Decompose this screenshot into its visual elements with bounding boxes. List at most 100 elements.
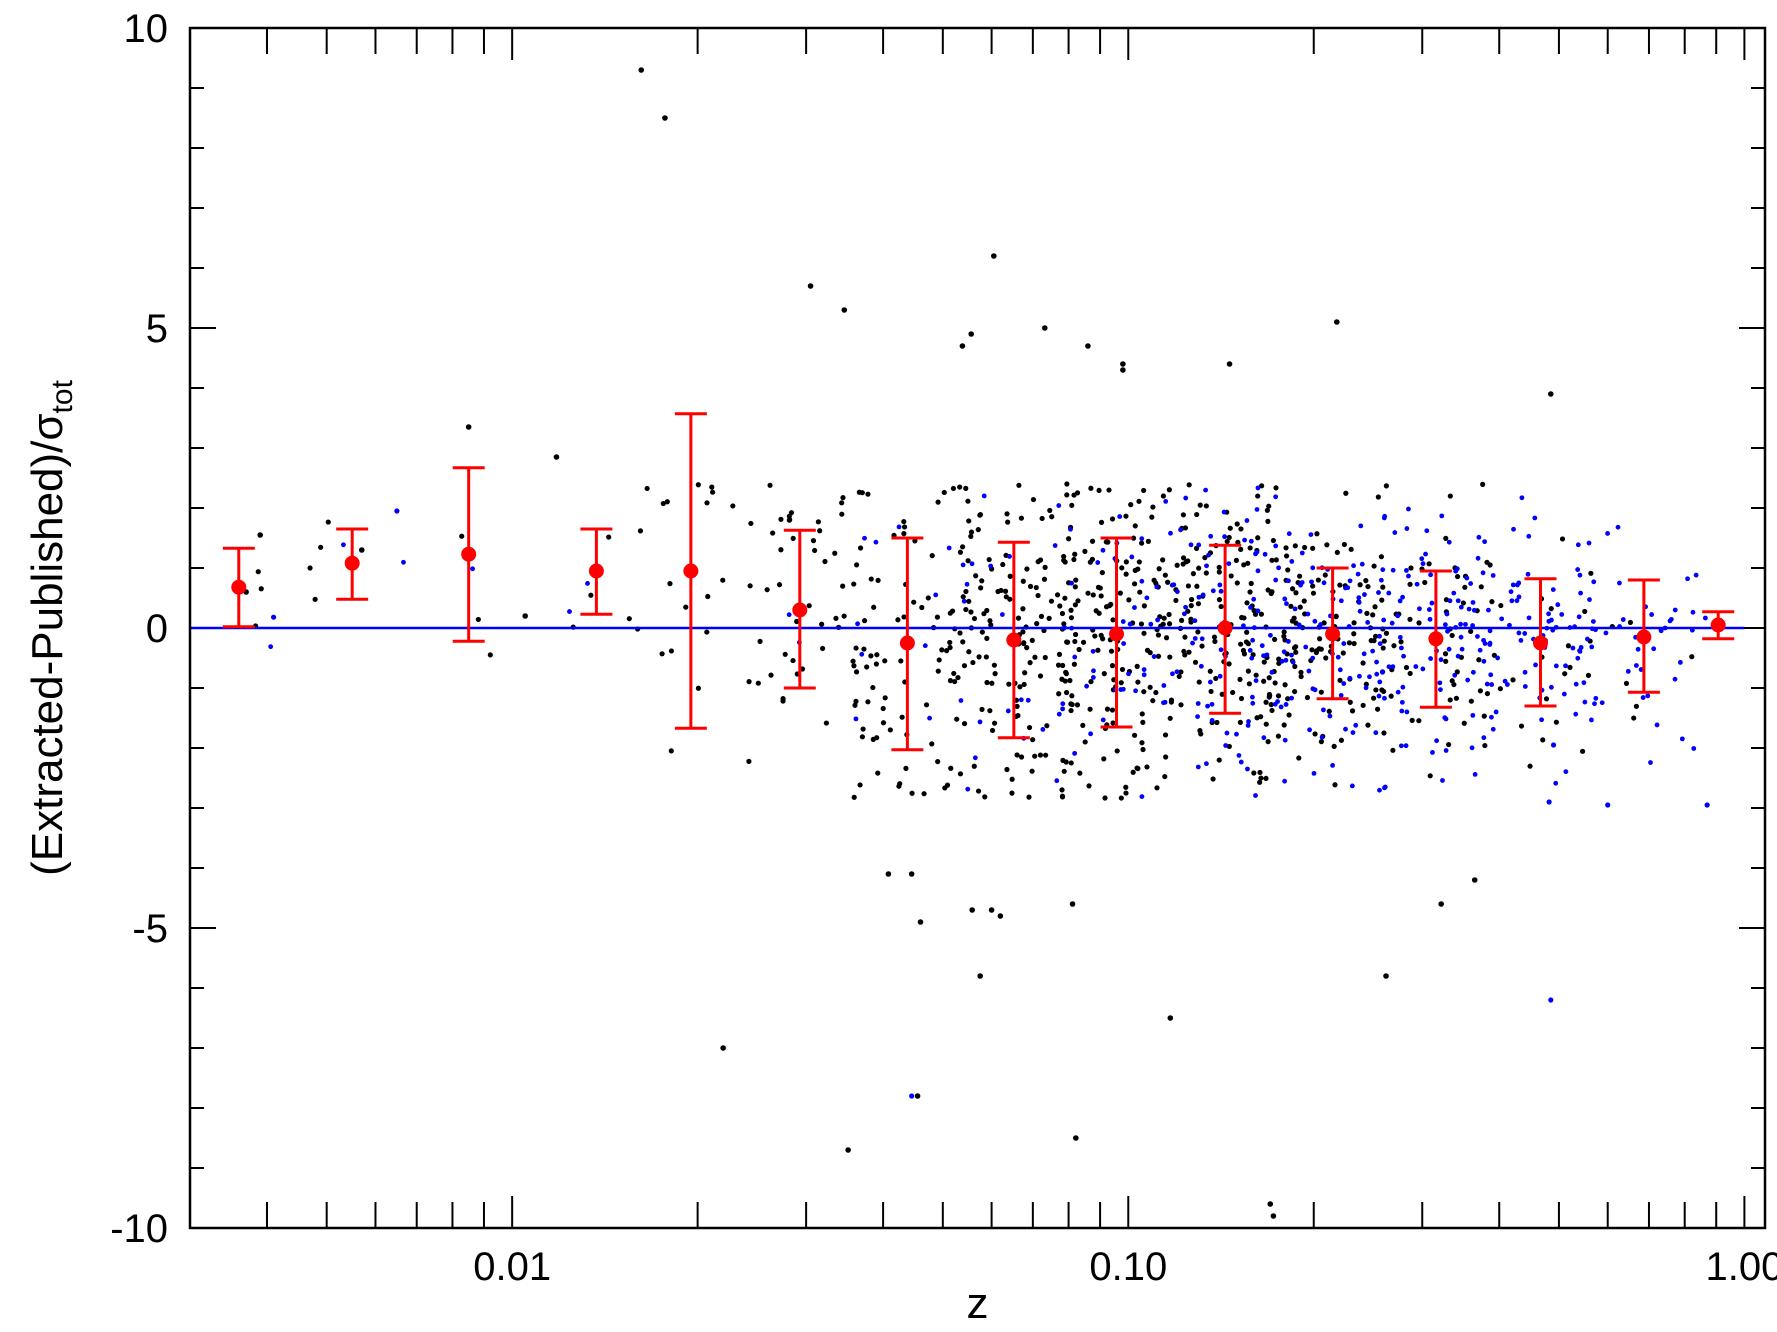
data-point — [1099, 569, 1105, 576]
data-point — [1002, 588, 1009, 594]
data-point — [1101, 671, 1107, 677]
data-point — [970, 659, 976, 666]
data-point — [957, 549, 964, 555]
data-point — [922, 643, 928, 649]
data-point — [1257, 769, 1263, 776]
data-point — [1362, 592, 1367, 597]
data-point — [1380, 567, 1386, 573]
x-tick-label: 1.00 — [1705, 1245, 1777, 1289]
data-point — [1283, 545, 1289, 551]
data-point — [1021, 640, 1027, 646]
data-point — [1109, 516, 1116, 522]
data-point — [1312, 618, 1318, 624]
data-point — [852, 702, 858, 708]
data-point — [770, 530, 776, 536]
data-point — [1487, 640, 1493, 646]
data-point — [1317, 636, 1323, 642]
data-point — [1468, 698, 1474, 704]
data-point — [1161, 615, 1167, 621]
data-point — [1234, 731, 1239, 737]
data-point — [1565, 643, 1571, 649]
data-point — [1510, 677, 1516, 683]
data-point — [1174, 669, 1180, 675]
data-point — [1374, 671, 1380, 677]
binned-mean-point — [588, 563, 604, 579]
data-point — [1068, 615, 1075, 621]
data-point — [1247, 545, 1253, 551]
data-point — [1372, 633, 1379, 639]
data-point — [1578, 645, 1584, 650]
data-point — [1275, 693, 1282, 699]
data-point — [1077, 770, 1083, 776]
data-point — [1654, 722, 1660, 728]
binned-mean-point — [683, 563, 699, 579]
data-point — [1273, 557, 1279, 563]
data-point — [1042, 325, 1048, 331]
data-point — [1423, 551, 1428, 557]
data-point — [1540, 737, 1546, 743]
data-point — [819, 621, 825, 627]
data-point — [1264, 507, 1270, 513]
data-point — [1406, 506, 1411, 512]
data-point — [868, 576, 874, 582]
data-point — [1009, 776, 1015, 782]
data-point — [1704, 802, 1710, 808]
data-point — [1150, 698, 1156, 704]
data-point — [1059, 610, 1066, 617]
data-point — [1258, 775, 1264, 781]
data-point — [1241, 651, 1248, 657]
data-point — [1263, 775, 1269, 782]
data-point — [1171, 582, 1177, 588]
data-point — [790, 657, 796, 664]
data-point — [1092, 633, 1098, 639]
data-point — [1522, 631, 1528, 636]
data-point — [1241, 615, 1247, 621]
data-point — [1106, 487, 1112, 493]
data-point — [1054, 592, 1061, 598]
data-point — [964, 581, 970, 587]
data-point — [961, 598, 967, 604]
data-point — [1087, 706, 1093, 712]
data-point — [901, 524, 908, 530]
data-point — [1383, 483, 1389, 489]
data-point — [1227, 525, 1233, 531]
data-point — [1351, 563, 1356, 569]
data-point — [1082, 739, 1088, 745]
data-point — [1638, 667, 1644, 672]
data-point — [1209, 718, 1215, 723]
data-point — [1266, 675, 1272, 681]
data-point — [1262, 551, 1268, 557]
data-point — [1185, 608, 1191, 614]
data-point — [1095, 584, 1102, 590]
data-point — [1381, 638, 1387, 644]
data-point — [1246, 719, 1251, 724]
data-point — [1395, 689, 1401, 695]
data-point — [807, 283, 814, 289]
data-point — [1195, 601, 1202, 607]
data-point — [1148, 621, 1154, 627]
data-point — [1156, 566, 1162, 572]
data-point — [1323, 655, 1329, 661]
data-point — [1244, 629, 1250, 635]
data-point — [965, 498, 971, 504]
data-point — [1216, 569, 1222, 575]
data-point — [1578, 590, 1583, 596]
data-point — [1136, 559, 1142, 565]
data-point — [1563, 769, 1569, 775]
data-point — [1471, 607, 1477, 613]
data-point — [1446, 741, 1452, 748]
data-point — [1365, 722, 1371, 728]
data-point — [626, 616, 632, 622]
data-point — [969, 907, 975, 913]
data-point — [988, 622, 994, 628]
data-point — [908, 871, 915, 877]
data-point — [1351, 631, 1357, 637]
data-point — [977, 973, 984, 979]
data-point — [1255, 485, 1261, 491]
data-point — [1356, 595, 1362, 601]
data-point — [1151, 654, 1157, 659]
data-point — [955, 674, 961, 681]
data-point — [1269, 557, 1275, 563]
data-point — [820, 645, 826, 652]
data-point — [1539, 717, 1544, 723]
